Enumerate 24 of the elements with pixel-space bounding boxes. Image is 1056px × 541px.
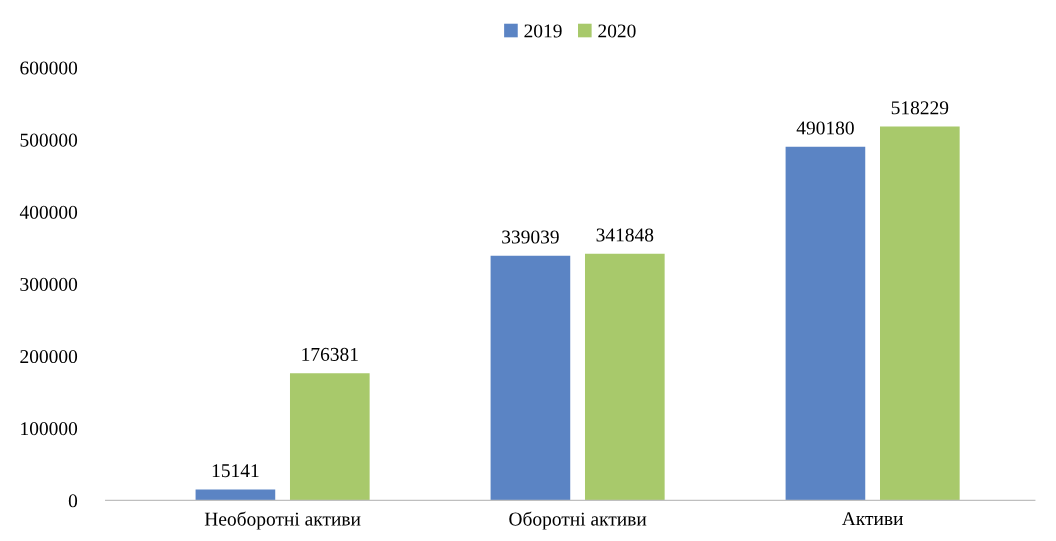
bar	[880, 126, 960, 501]
x-tick-label: Необоротні активи	[204, 511, 361, 530]
bar	[195, 489, 276, 501]
y-tick-label: 0	[68, 494, 78, 508]
data-label: 339039	[502, 230, 559, 244]
bar	[289, 373, 370, 501]
bar	[785, 146, 866, 501]
x-tick-label: Оборотні активи	[509, 511, 647, 530]
y-tick-label: 400000	[19, 205, 78, 219]
y-tick-label: 500000	[20, 133, 78, 147]
y-tick-label: 200000	[20, 349, 78, 364]
legend-label: 2019	[524, 24, 562, 38]
legend-label: 2020	[598, 24, 636, 38]
y-tick-label: 600000	[20, 61, 78, 75]
y-tick-label: 300000	[20, 277, 78, 291]
bar	[584, 253, 665, 501]
data-label: 341848	[596, 228, 654, 242]
y-tick-label: 100000	[21, 422, 78, 436]
data-label: 518229	[891, 101, 949, 115]
data-label: 176381	[302, 347, 358, 361]
bar	[490, 255, 571, 501]
data-label: 490180	[796, 121, 854, 135]
x-tick-label: Активи	[841, 512, 904, 526]
data-label: 15141	[212, 464, 259, 478]
